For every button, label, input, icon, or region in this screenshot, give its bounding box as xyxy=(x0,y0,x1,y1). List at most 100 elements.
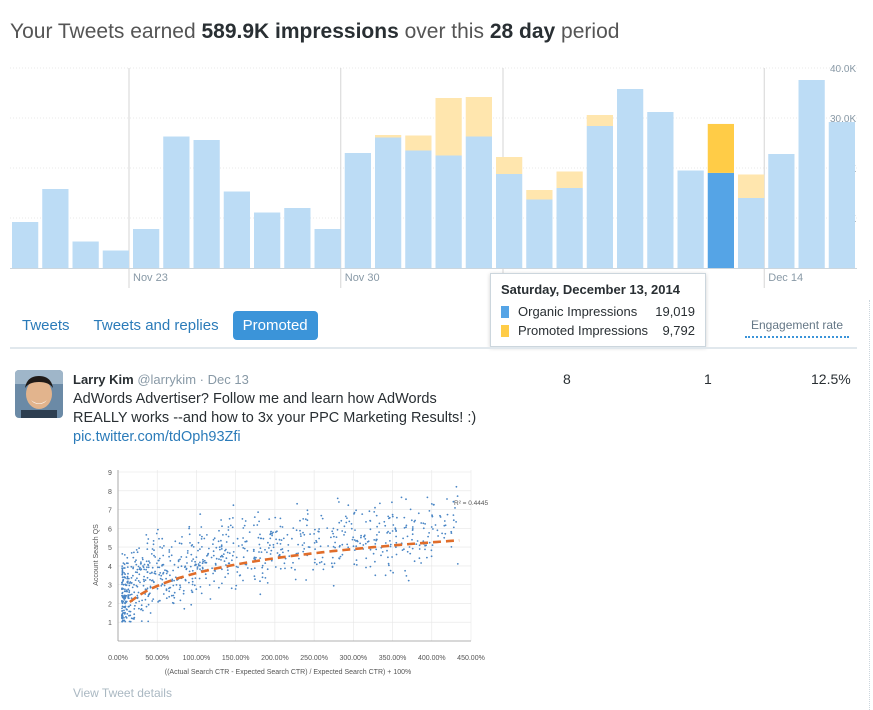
tooltip-promoted-row: Promoted Impressions 9,792 xyxy=(501,323,695,338)
promoted-swatch xyxy=(501,324,509,337)
promoted-bar xyxy=(738,174,765,198)
organic-bar xyxy=(254,212,281,268)
organic-bar xyxy=(42,189,69,268)
tweet-engagement-rate-value: 12.5% xyxy=(811,371,851,387)
promoted-bar xyxy=(496,157,523,174)
media-x-tick: 0.00% xyxy=(108,655,128,662)
tweet-tabs: Tweets Tweets and replies Promoted xyxy=(12,311,322,340)
organic-bar xyxy=(193,140,220,268)
headline-middle: over this xyxy=(404,20,484,43)
organic-bar xyxy=(647,112,674,268)
media-scatter-points xyxy=(121,485,459,623)
organic-bar xyxy=(284,208,311,268)
tweet-impressions-value: 8 xyxy=(563,371,571,387)
tabs-divider xyxy=(10,347,857,349)
media-trend-line xyxy=(129,539,460,604)
tweet-text-block: AdWords Advertiser? Follow me and learn … xyxy=(73,390,493,447)
promoted-bar xyxy=(405,135,432,151)
tweet-engagements-value: 1 xyxy=(704,371,712,387)
organic-bar xyxy=(72,241,99,268)
tweet-handle[interactable]: @larrykim xyxy=(137,372,197,387)
tweet-header: Larry Kim @larrykim · Dec 13 xyxy=(73,372,493,387)
media-y-tick: 4 xyxy=(108,564,112,571)
tooltip-organic-label: Organic Impressions xyxy=(518,304,638,319)
media-y-tick: 1 xyxy=(108,620,112,627)
media-x-tick: 300.00% xyxy=(340,655,368,662)
x-tick-label: Nov 23 xyxy=(133,272,168,284)
tab-tweets[interactable]: Tweets xyxy=(22,317,70,334)
organic-bar xyxy=(586,126,613,268)
organic-bar xyxy=(344,153,371,268)
organic-bar xyxy=(526,199,553,268)
tweet-separator: · xyxy=(199,372,204,387)
media-y-tick: 6 xyxy=(108,526,112,533)
organic-bar xyxy=(314,229,341,268)
organic-bar xyxy=(163,136,190,268)
tweet-media-image[interactable]: 1 2 3 4 5 6 7 8 9 0.00% 50.00% 100.00% 150.00% 200.00… xyxy=(78,458,498,678)
organic-bar xyxy=(496,174,523,268)
tooltip-organic-value: 19,019 xyxy=(655,304,695,319)
organic-bar xyxy=(738,198,765,268)
tweet-date[interactable]: Dec 13 xyxy=(207,372,249,387)
tweet-body: Larry Kim @larrykim · Dec 13 AdWords Adv… xyxy=(73,372,493,447)
promoted-bar xyxy=(465,97,492,137)
organic-bar xyxy=(405,150,432,268)
organic-swatch xyxy=(501,305,509,318)
organic-bar xyxy=(768,154,795,268)
media-y-tick: 5 xyxy=(108,545,112,552)
tab-tweets-and-replies[interactable]: Tweets and replies xyxy=(93,317,219,334)
organic-bar xyxy=(707,172,734,268)
media-x-tick: 200.00% xyxy=(261,655,289,662)
tweet-author-name[interactable]: Larry Kim xyxy=(73,372,134,387)
organic-bar xyxy=(375,137,402,268)
promoted-bar xyxy=(435,98,462,156)
tooltip-date: Saturday, December 13, 2014 xyxy=(501,282,680,297)
media-x-tick: 250.00% xyxy=(300,655,328,662)
y-tick-label: 40.0K xyxy=(830,64,856,75)
organic-bar xyxy=(677,170,704,268)
headline-suffix: period xyxy=(561,20,620,43)
organic-bar xyxy=(617,89,644,268)
impressions-headline: Your Tweets earned 589.9K impressions ov… xyxy=(10,20,619,44)
organic-bar xyxy=(102,250,129,268)
tooltip-promoted-label: Promoted Impressions xyxy=(518,323,649,338)
promoted-bar xyxy=(526,190,553,200)
x-tick-label: Dec 14 xyxy=(768,272,803,284)
media-x-tick: 100.00% xyxy=(183,655,211,662)
organic-bar xyxy=(223,191,250,268)
media-x-tick: 350.00% xyxy=(379,655,407,662)
headline-impressions: 589.9K impressions xyxy=(201,20,399,43)
engagement-rate-toggle[interactable]: Engagement rate xyxy=(745,318,850,338)
media-x-tick: 50.00% xyxy=(145,655,169,662)
organic-bar xyxy=(798,80,825,268)
headline-period: 28 day xyxy=(489,20,556,43)
media-y-tick: 2 xyxy=(108,601,112,608)
chart-tooltip: Saturday, December 13, 2014 Organic Impr… xyxy=(490,273,706,347)
organic-bar xyxy=(465,136,492,268)
media-y-tick: 9 xyxy=(108,470,112,477)
avatar[interactable] xyxy=(15,370,63,418)
tooltip-promoted-value: 9,792 xyxy=(662,323,695,338)
media-x-tick: 450.00% xyxy=(457,655,485,662)
media-x-tick: 150.00% xyxy=(222,655,250,662)
media-r-squared: R² = 0.4445 xyxy=(454,500,489,507)
organic-bar xyxy=(12,222,39,268)
promoted-bar xyxy=(586,115,613,126)
headline-prefix: Your Tweets earned xyxy=(10,20,196,43)
media-x-label: ((Actual Search CTR - Expected Search CT… xyxy=(165,669,411,676)
tab-promoted[interactable]: Promoted xyxy=(232,311,318,340)
media-y-label: Account Search QS xyxy=(93,524,100,586)
dotted-separator xyxy=(869,300,870,710)
tweet-media-link[interactable]: pic.twitter.com/tdOph93Zfi xyxy=(73,429,241,445)
organic-bar xyxy=(133,229,160,268)
media-y-tick: 8 xyxy=(108,489,112,496)
promoted-bar xyxy=(707,123,734,173)
media-x-tick: 400.00% xyxy=(418,655,446,662)
media-y-tick: 3 xyxy=(108,583,112,590)
view-tweet-details-link[interactable]: View Tweet details xyxy=(73,686,172,700)
x-tick-label: Nov 30 xyxy=(345,272,380,284)
organic-bar xyxy=(828,122,855,268)
promoted-bar xyxy=(556,171,583,188)
tweet-text: AdWords Advertiser? Follow me and learn … xyxy=(73,391,477,426)
